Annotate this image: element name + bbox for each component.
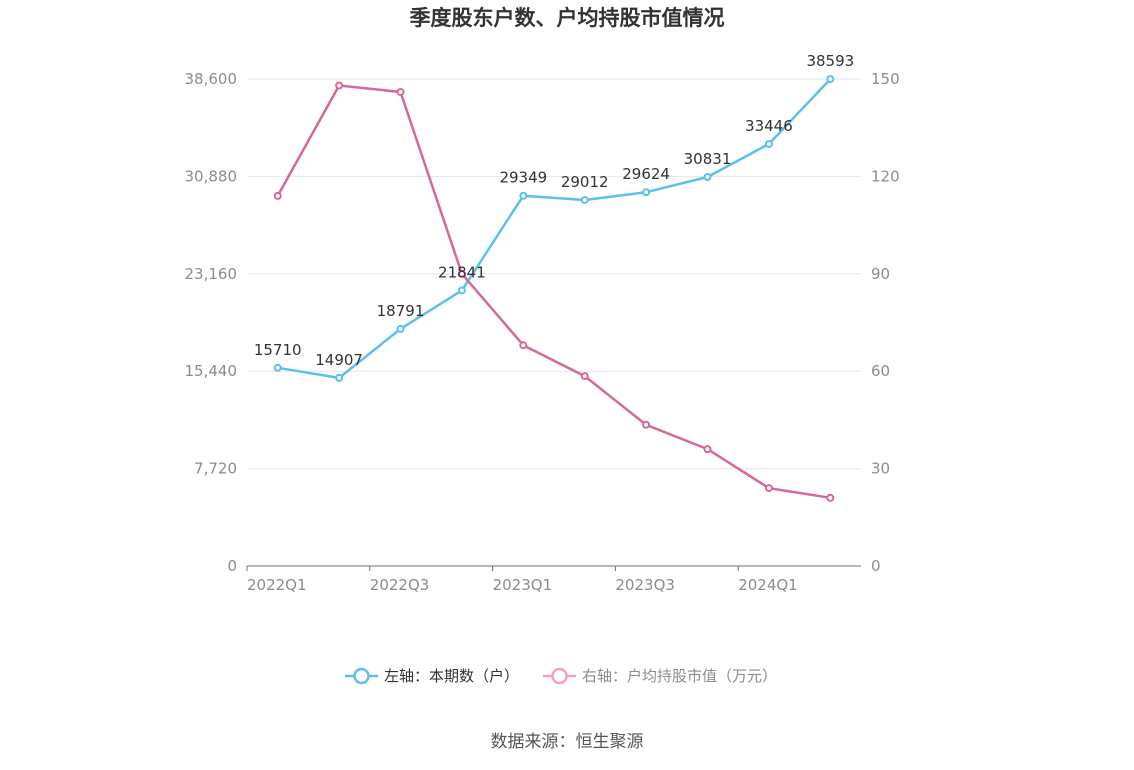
households-point	[826, 75, 835, 84]
households-data-label: 14907	[315, 351, 363, 369]
right-axis-tick-label: 150	[871, 70, 900, 88]
households-point	[335, 373, 344, 382]
avg-holding-value-point	[396, 87, 405, 96]
avg-holding-value-point	[519, 341, 528, 350]
right-axis-tick-label: 0	[871, 557, 881, 575]
right-axis-tick-label: 90	[871, 265, 890, 283]
households-point	[764, 140, 773, 149]
x-axis-tick-label: 2023Q1	[493, 576, 553, 594]
legend-left-marker	[353, 667, 370, 685]
left-axis-tick-label: 38,600	[185, 70, 238, 88]
households-point	[703, 173, 712, 182]
avg-holding-value-point	[457, 269, 466, 278]
households-data-label: 29624	[622, 165, 670, 183]
avg-holding-value-point	[273, 191, 282, 200]
axis-layer: 0 0 7,720 30 15,440 60 23,160 90 30,880 120 38,600…	[185, 70, 900, 594]
households-point	[457, 286, 466, 295]
households-point	[273, 363, 282, 372]
households-data-label: 29012	[561, 173, 609, 191]
households-data-label: 38593	[806, 52, 854, 70]
left-axis-tick-label: 7,720	[194, 460, 237, 478]
series-layer	[273, 75, 835, 502]
households-data-label: 18791	[377, 302, 425, 320]
households-point	[396, 324, 405, 333]
chart-title: 季度股东户数、户均持股市值情况	[410, 6, 725, 30]
avg-holding-value-point	[703, 445, 712, 454]
households-series-line	[277, 78, 832, 380]
x-axis-tick-label: 2024Q1	[738, 576, 798, 594]
grid-layer	[247, 78, 861, 470]
left-axis-tick-label: 23,160	[185, 265, 238, 283]
x-axis-tick-label: 2022Q3	[370, 576, 430, 594]
households-data-label: 33446	[745, 117, 793, 135]
avg-holding-value-series-line	[276, 84, 831, 500]
right-axis-tick-label: 120	[871, 167, 900, 185]
legend-item-left-series[interactable]: 左轴：本期数（户）	[345, 667, 519, 685]
households-data-label: 30831	[684, 150, 732, 168]
left-axis-tick-label: 30,880	[185, 167, 238, 185]
legend-right-marker	[551, 667, 568, 685]
source-note: 数据来源：恒生聚源	[491, 732, 644, 752]
data-label-layer: 15710 14907 18791 21841 29349 29012 29624 30831…	[254, 52, 854, 369]
left-axis-tick-label: 15,440	[185, 362, 238, 380]
x-axis-tick-label: 2023Q3	[615, 576, 675, 594]
avg-holding-value-point	[642, 420, 651, 429]
households-point	[642, 188, 651, 197]
households-point	[519, 191, 528, 200]
households-data-label: 15710	[254, 341, 302, 359]
households-data-label: 21841	[438, 263, 486, 281]
legend-right-label: 右轴：户均持股市值（万元）	[582, 667, 777, 685]
legend: 左轴：本期数（户） 右轴：户均持股市值（万元）	[345, 667, 777, 685]
avg-holding-value-point	[580, 372, 589, 381]
left-axis-tick-label: 0	[227, 557, 237, 575]
x-axis-tick-label: 2022Q1	[247, 576, 307, 594]
households-point	[580, 195, 589, 204]
avg-holding-value-point	[335, 81, 344, 90]
households-data-label: 29349	[499, 169, 547, 187]
right-axis-tick-label: 60	[871, 362, 890, 380]
legend-item-right-series[interactable]: 右轴：户均持股市值（万元）	[543, 667, 777, 685]
avg-holding-value-point	[826, 493, 835, 502]
avg-holding-value-point	[764, 484, 773, 493]
legend-left-label: 左轴：本期数（户）	[384, 667, 519, 685]
right-axis-tick-label: 30	[871, 460, 890, 478]
